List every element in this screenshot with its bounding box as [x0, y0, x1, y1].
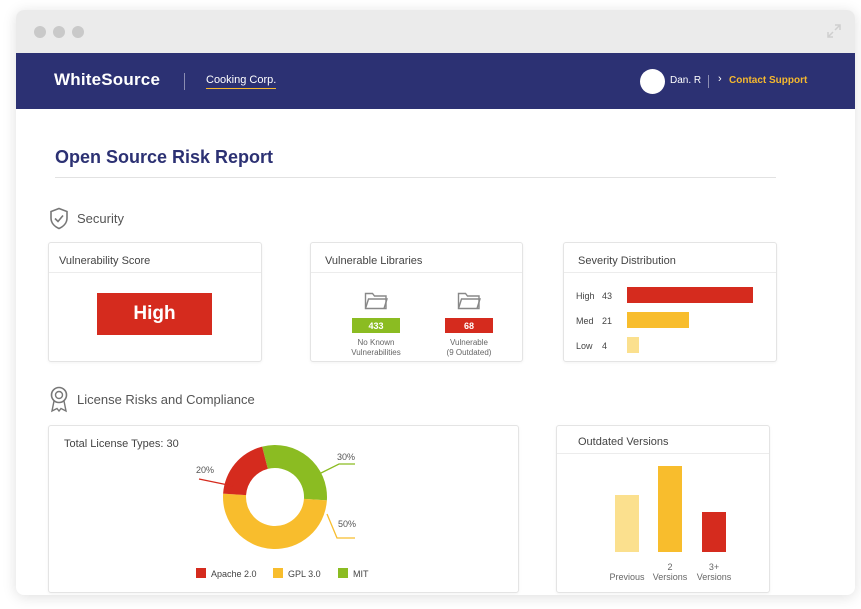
apache-leader-line — [198, 478, 234, 487]
mit-percent-label: 30% — [337, 452, 356, 462]
legend-swatch-mit — [338, 568, 348, 578]
legend-swatch-gpl — [273, 568, 283, 578]
vulnerability-score-card: Vulnerability Score High — [48, 242, 262, 362]
legend-label-gpl: GPL 3.0 — [288, 569, 321, 579]
no-vulnerabilities-count[interactable]: 433 — [352, 318, 400, 333]
header-divider — [184, 73, 185, 90]
folder-icon — [364, 292, 388, 310]
card-divider — [564, 272, 776, 273]
severity-count-med: 21 — [602, 316, 613, 326]
severity-distribution-card: Severity Distribution High 43 Med 21 Low… — [563, 242, 777, 362]
bar-label-line: Versions — [652, 572, 688, 582]
bar-label-line: Versions — [696, 572, 732, 582]
browser-window: WhiteSource Cooking Corp. Dan. R › Conta… — [16, 10, 855, 595]
caption-line: (9 Outdated) — [446, 348, 492, 357]
bar-label-line: 2 — [667, 562, 673, 572]
caption-line: No Known — [357, 338, 395, 347]
outdated-bar-2-versions[interactable] — [658, 466, 682, 552]
section-title-security: Security — [77, 211, 124, 226]
caption-line: Vulnerabilities — [351, 348, 401, 357]
outdated-label-2-versions: 2 Versions — [645, 562, 695, 582]
mit-leader-line — [318, 463, 355, 475]
org-link[interactable]: Cooking Corp. — [206, 74, 277, 89]
vulnerable-caption: Vulnerable (9 Outdated) — [424, 338, 514, 358]
window-minimize-dot[interactable] — [53, 26, 65, 38]
app-header: WhiteSource Cooking Corp. Dan. R › Conta… — [16, 53, 855, 109]
card-title: Severity Distribution — [578, 255, 676, 267]
legend-label-mit: MIT — [353, 569, 369, 579]
donut-slice-mit[interactable] — [262, 445, 327, 501]
license-donut-chart — [198, 445, 355, 549]
contact-support-link[interactable]: Contact Support — [729, 75, 808, 86]
card-divider — [49, 272, 261, 273]
outdated-label-3plus-versions: 3+ Versions — [689, 562, 739, 582]
license-types-card: Total License Types: 30 20% 30% 50% Apac… — [48, 425, 519, 593]
user-name[interactable]: Dan. R — [670, 75, 702, 86]
section-title-license: License Risks and Compliance — [77, 392, 255, 407]
card-divider — [557, 453, 769, 454]
severity-label-med: Med — [576, 316, 594, 326]
severity-count-low: 4 — [602, 341, 608, 351]
donut-slice-apache-2-0[interactable] — [223, 446, 268, 496]
severity-count-high: 43 — [602, 291, 613, 301]
chevron-right-icon: › — [718, 73, 722, 85]
card-title: Vulnerable Libraries — [325, 255, 423, 267]
card-title: Vulnerability Score — [59, 255, 151, 267]
outdated-versions-card: Outdated Versions Previous 2 Versions 3+… — [556, 425, 770, 593]
legend-label-apache: Apache 2.0 — [211, 569, 257, 579]
window-close-dot[interactable] — [34, 26, 46, 38]
outdated-label-previous: Previous — [602, 572, 652, 582]
brand-logo[interactable]: WhiteSource — [54, 70, 161, 89]
vulnerability-score-badge: High — [97, 293, 212, 335]
window-maximize-dot[interactable] — [72, 26, 84, 38]
bar-label-line: 3+ — [708, 562, 720, 572]
card-title: Outdated Versions — [578, 436, 669, 448]
severity-label-high: High — [576, 291, 595, 301]
severity-bar-low[interactable] — [627, 337, 639, 353]
award-ribbon-icon — [50, 386, 68, 413]
outdated-bar-3plus-versions[interactable] — [702, 512, 726, 552]
legend-swatch-apache — [196, 568, 206, 578]
severity-bar-high[interactable] — [627, 287, 753, 303]
outdated-bar-previous[interactable] — [615, 495, 639, 552]
no-vulnerabilities-caption: No Known Vulnerabilities — [331, 338, 421, 358]
donut-slice-gpl-3-0[interactable] — [223, 493, 327, 549]
title-divider — [55, 177, 776, 178]
gpl-percent-label: 50% — [338, 519, 357, 529]
folder-icon — [457, 292, 481, 310]
gpl-leader-line — [326, 513, 355, 539]
avatar[interactable] — [640, 69, 665, 94]
expand-icon[interactable] — [827, 24, 841, 38]
page-title: Open Source Risk Report — [55, 147, 274, 167]
severity-label-low: Low — [576, 341, 593, 351]
apache-percent-label: 20% — [196, 465, 215, 475]
bar-label-line: Previous — [609, 572, 645, 582]
vulnerable-libraries-card: Vulnerable Libraries 433 No Known Vulner… — [310, 242, 523, 362]
vulnerable-count[interactable]: 68 — [445, 318, 493, 333]
card-divider — [311, 272, 522, 273]
header-divider — [708, 75, 709, 88]
total-license-types: Total License Types: 30 — [64, 438, 179, 450]
shield-check-icon — [50, 207, 68, 230]
severity-bar-med[interactable] — [627, 312, 689, 328]
window-chrome — [16, 10, 855, 53]
caption-line: Vulnerable — [450, 338, 488, 347]
